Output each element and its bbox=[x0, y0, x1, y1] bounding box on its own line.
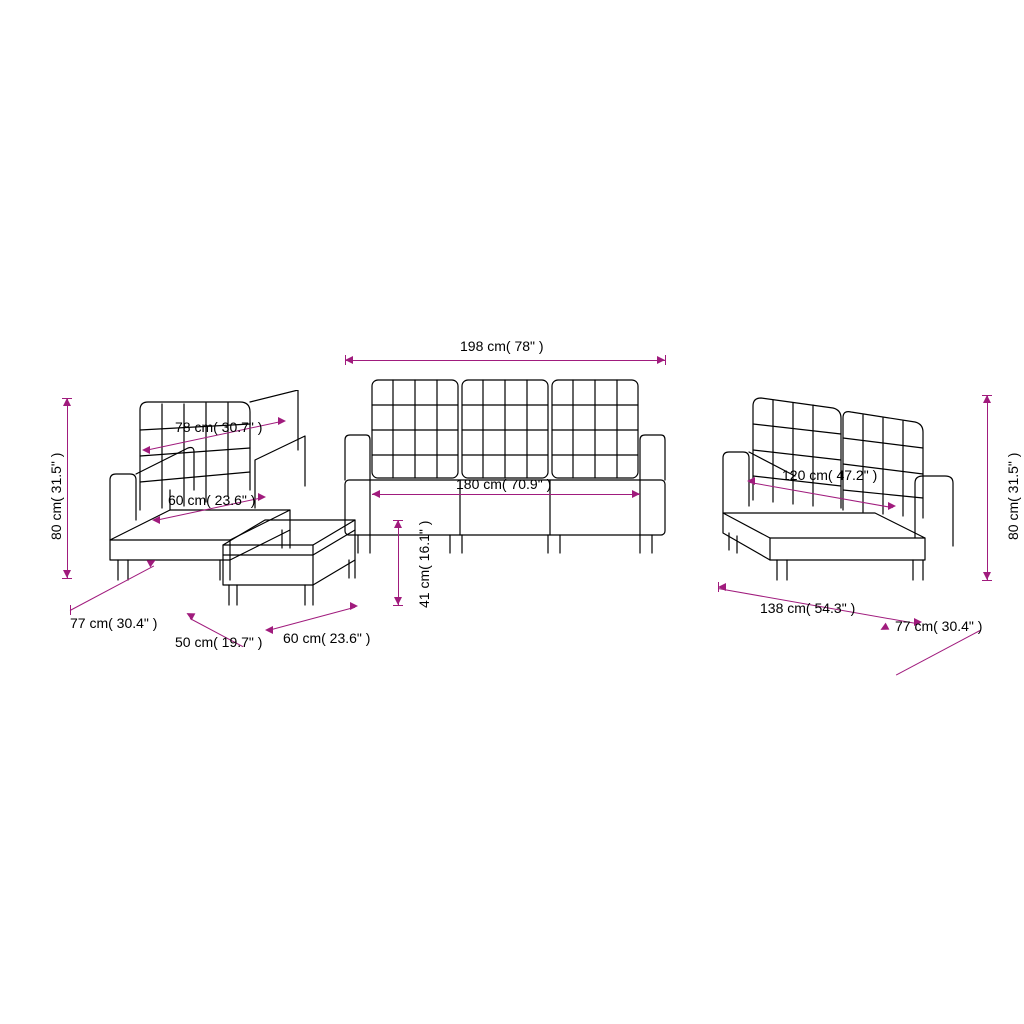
dim-line bbox=[398, 520, 399, 605]
dim-arrow bbox=[278, 417, 286, 425]
dim-arrow bbox=[747, 477, 755, 485]
label-armchair-depth: 77 cm( 30.4" ) bbox=[70, 615, 157, 631]
dim-cap bbox=[982, 580, 992, 581]
dim-line bbox=[987, 395, 988, 580]
sofa-2-seat bbox=[715, 388, 960, 588]
dim-arrow bbox=[372, 490, 380, 498]
sofa-3-seat bbox=[340, 375, 670, 555]
dim-arrow bbox=[888, 502, 896, 510]
dim-cap bbox=[62, 578, 72, 579]
dim-line bbox=[345, 360, 665, 361]
label-sofa3-seat-width: 180 cm( 70.9" ) bbox=[456, 476, 551, 492]
dim-arrow bbox=[983, 572, 991, 580]
dim-cap bbox=[393, 605, 403, 606]
label-ottoman-width: 60 cm( 23.6" ) bbox=[283, 630, 370, 646]
dim-arrow bbox=[879, 623, 890, 634]
dim-arrow bbox=[142, 446, 150, 454]
label-ottoman-height: 41 cm( 16.1" ) bbox=[416, 521, 432, 608]
diagram-stage: 198 cm( 78" ) 180 cm( 70.9" ) 78 cm( 30.… bbox=[0, 0, 1024, 1024]
dim-arrow bbox=[345, 356, 353, 364]
ottoman bbox=[215, 505, 365, 615]
dim-cap bbox=[70, 605, 71, 615]
dim-arrow bbox=[152, 516, 160, 524]
label-sofa2-seat-width: 120 cm( 47.2" ) bbox=[782, 467, 877, 483]
label-sofa3-total-width: 198 cm( 78" ) bbox=[460, 338, 544, 354]
dim-arrow bbox=[63, 570, 71, 578]
label-ottoman-depth: 50 cm( 19.7" ) bbox=[175, 634, 262, 650]
dim-arrow bbox=[350, 602, 358, 610]
dim-arrow bbox=[983, 395, 991, 403]
label-armchair-total-width: 78 cm( 30.7" ) bbox=[175, 419, 262, 435]
dim-arrow bbox=[718, 583, 726, 591]
dim-arrow bbox=[258, 493, 266, 501]
label-sofa2-depth: 77 cm( 30.4" ) bbox=[895, 618, 982, 634]
dim-arrow bbox=[657, 356, 665, 364]
dim-arrow bbox=[394, 597, 402, 605]
dim-arrow bbox=[185, 610, 196, 621]
label-sofa2-total-width: 138 cm( 54.3" ) bbox=[760, 600, 855, 616]
dim-arrow bbox=[63, 398, 71, 406]
label-height-left: 80 cm( 31.5" ) bbox=[48, 453, 64, 540]
dim-arrow bbox=[632, 490, 640, 498]
dim-cap bbox=[665, 355, 666, 365]
label-height-right: 80 cm( 31.5" ) bbox=[1005, 453, 1021, 540]
dim-line bbox=[896, 630, 980, 675]
dim-arrow bbox=[394, 520, 402, 528]
dim-line bbox=[372, 494, 640, 495]
dim-arrow bbox=[265, 626, 273, 634]
dim-line bbox=[67, 398, 68, 578]
